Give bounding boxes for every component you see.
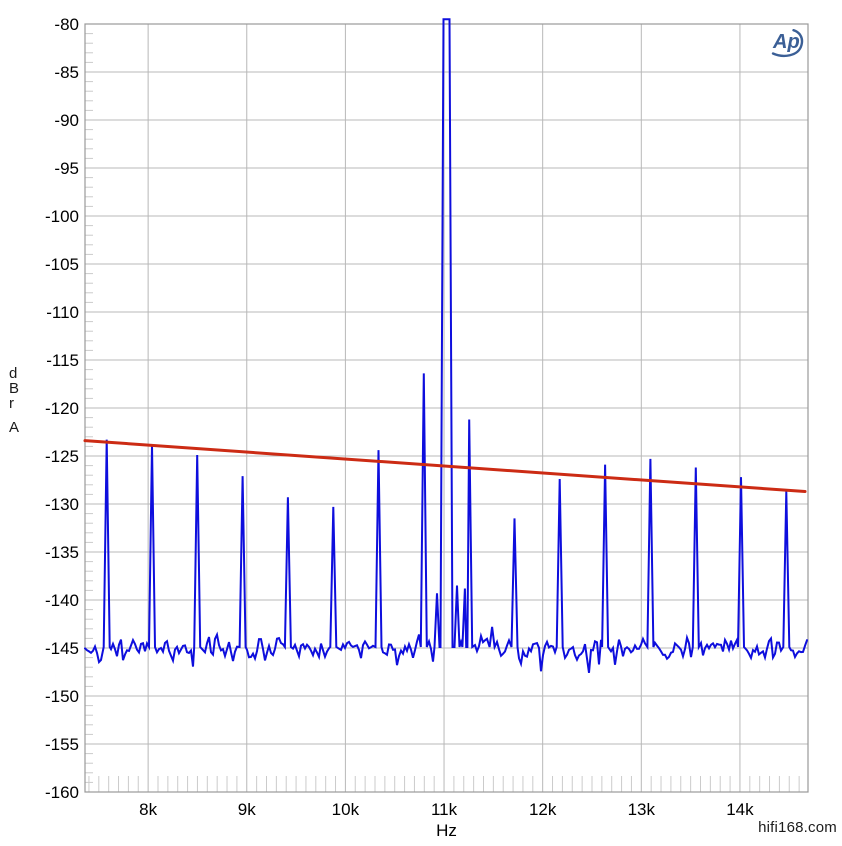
ap-logo-icon: Ap: [771, 29, 804, 58]
svg-text:-85: -85: [54, 63, 79, 82]
svg-text:Ap: Ap: [772, 31, 800, 53]
svg-text:-95: -95: [54, 159, 79, 178]
y-unit-char-a: A: [9, 419, 20, 436]
svg-text:-115: -115: [46, 351, 79, 370]
svg-text:-155: -155: [45, 735, 79, 754]
svg-text:13k: 13k: [628, 800, 656, 819]
spectrum-trace: [84, 18, 808, 673]
grid-major-lines: [85, 24, 808, 792]
svg-text:-90: -90: [54, 111, 79, 130]
svg-text:11k: 11k: [431, 800, 458, 819]
y-tick-labels: -80 -85 -90 -95 -100 -105 -110 -115 -120 -125 -130…: [45, 15, 79, 802]
svg-text:-110: -110: [46, 303, 79, 322]
svg-text:9k: 9k: [238, 800, 256, 819]
svg-text:-105: -105: [45, 255, 79, 274]
y-unit-char-b: B: [9, 380, 20, 397]
y-unit-char-r: r: [9, 395, 14, 412]
svg-text:-150: -150: [45, 687, 79, 706]
svg-text:10k: 10k: [332, 800, 360, 819]
svg-text:-125: -125: [45, 447, 79, 466]
svg-text:-80: -80: [54, 15, 79, 34]
svg-text:8k: 8k: [139, 800, 157, 819]
grid-minor-ticks: [85, 33, 800, 792]
svg-text:-120: -120: [45, 399, 79, 418]
svg-text:12k: 12k: [529, 800, 557, 819]
plot-frame: [84, 23, 809, 793]
svg-text:-160: -160: [45, 783, 79, 802]
y-axis-unit-label: d B r A: [9, 366, 19, 435]
y-unit-char-d: d: [9, 365, 18, 382]
x-axis-unit-label: Hz: [436, 821, 457, 840]
limit-line: [83, 439, 807, 494]
svg-text:-130: -130: [45, 495, 79, 514]
x-tick-labels: 8k 9k 10k 11k 12k 13k 14k: [139, 800, 754, 819]
svg-text:-135: -135: [45, 543, 79, 562]
svg-text:14k: 14k: [726, 800, 754, 819]
svg-text:-100: -100: [45, 207, 79, 226]
audio-precision-logo: Ap: [771, 29, 804, 58]
svg-text:-140: -140: [45, 591, 79, 610]
svg-text:-145: -145: [45, 639, 79, 658]
watermark-text: hifi168.com: [758, 819, 837, 836]
